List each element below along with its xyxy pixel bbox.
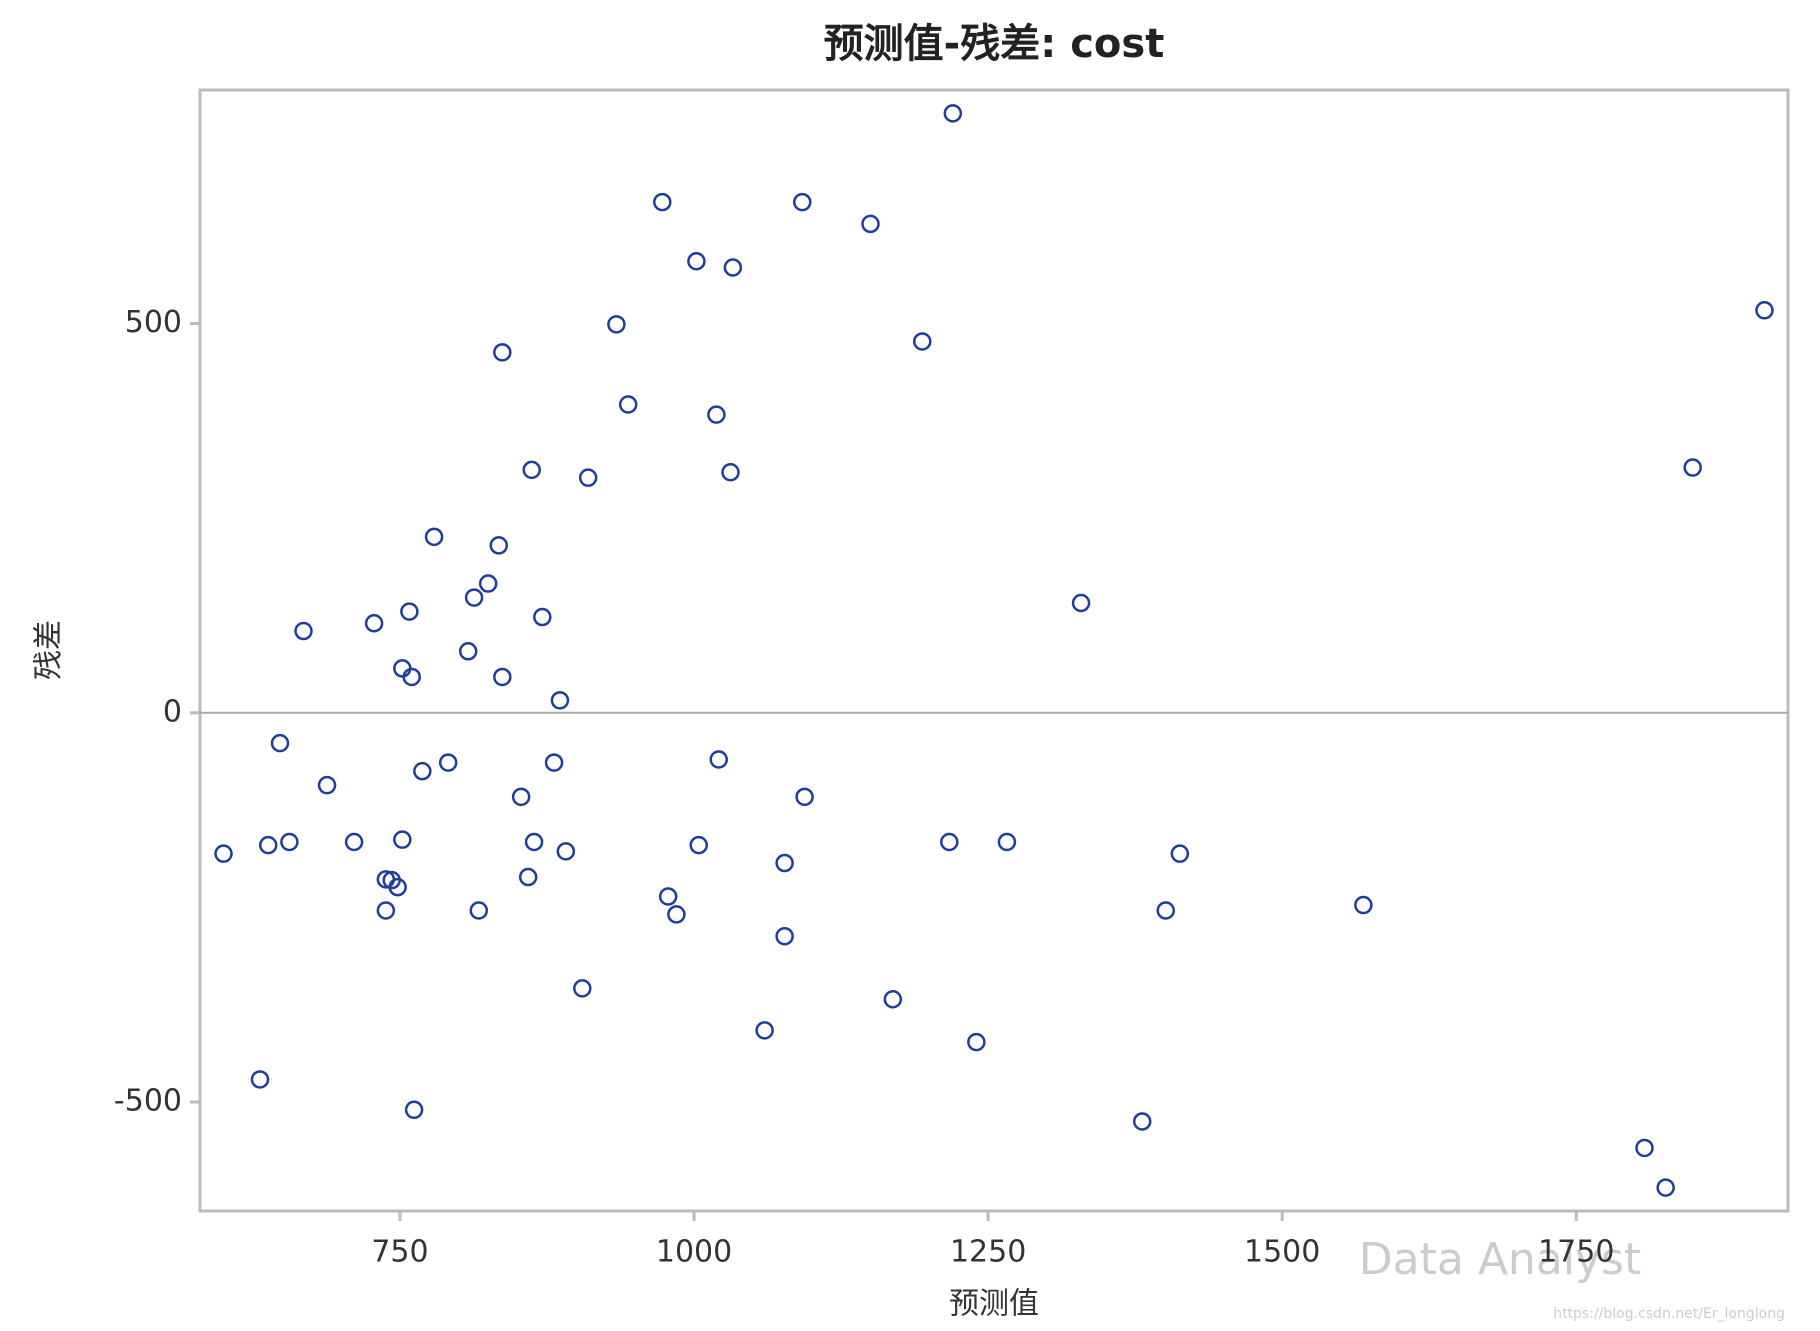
point: [344, 832, 364, 852]
point: [1683, 458, 1702, 477]
point: [1635, 1138, 1654, 1158]
point: [464, 588, 484, 607]
point: [967, 1032, 986, 1052]
point: [997, 832, 1017, 852]
point: [214, 844, 233, 863]
point: [533, 607, 552, 627]
point: [270, 733, 290, 753]
point: [280, 832, 299, 852]
point: [721, 462, 740, 482]
point: [775, 853, 794, 873]
point: [458, 642, 478, 661]
point: [556, 842, 576, 861]
x-axis-label: 预测值: [949, 1287, 1039, 1322]
point: [1071, 593, 1091, 613]
point: [1156, 901, 1175, 920]
point: [1132, 1112, 1152, 1131]
point: [883, 990, 903, 1009]
point: [755, 1021, 774, 1040]
point: [438, 753, 458, 772]
point: [861, 214, 880, 234]
point: [573, 979, 592, 998]
point: [653, 192, 672, 212]
watermark: Data Analyst: [1359, 1234, 1641, 1285]
point: [1656, 1178, 1675, 1197]
point: [943, 104, 963, 123]
point: [1354, 895, 1373, 915]
point: [489, 536, 509, 555]
point: [1170, 844, 1190, 863]
point: [578, 468, 598, 487]
point: [393, 830, 412, 849]
y-axis-label: 残差: [32, 620, 67, 680]
point: [493, 343, 512, 362]
point: [795, 787, 814, 807]
point: [404, 1100, 424, 1120]
point: [413, 761, 432, 781]
y-tick-label: -500: [114, 1084, 182, 1119]
point: [400, 602, 419, 621]
point: [317, 775, 337, 795]
point: [518, 867, 538, 887]
point: [294, 621, 313, 641]
x-tick-label: 1000: [656, 1235, 732, 1270]
point: [707, 405, 726, 424]
point: [1755, 301, 1774, 320]
plot-area: [198, 88, 1790, 1213]
point: [689, 835, 708, 855]
point: [658, 887, 678, 906]
point: [424, 527, 444, 547]
point: [258, 835, 278, 855]
source: https://blog.csdn.net/Er_longlong: [1553, 1306, 1785, 1322]
point: [723, 258, 743, 277]
point: [667, 905, 686, 924]
point: [607, 315, 626, 334]
point: [775, 926, 794, 946]
point: [478, 574, 498, 593]
x-tick-label: 1500: [1244, 1235, 1320, 1270]
point: [912, 332, 932, 351]
point: [376, 901, 396, 920]
point: [511, 787, 531, 807]
point: [940, 832, 959, 852]
point: [364, 614, 384, 633]
chart-title: 预测值-残差: cost: [824, 21, 1165, 67]
point: [388, 877, 407, 897]
point: [250, 1070, 270, 1089]
y-tick-label: 0: [163, 694, 182, 729]
point: [687, 252, 706, 271]
point: [402, 667, 421, 687]
y-tick-label: 500: [125, 305, 182, 340]
x-tick-label: 1250: [950, 1235, 1026, 1270]
point: [550, 691, 570, 710]
point: [469, 901, 489, 920]
point: [618, 395, 638, 414]
point: [493, 667, 512, 687]
x-tick-label: 750: [371, 1235, 428, 1270]
point: [524, 832, 544, 852]
point: [522, 460, 541, 480]
point: [544, 753, 564, 772]
x-tick-label: 1750: [1538, 1235, 1614, 1270]
point: [709, 750, 728, 769]
point: [793, 192, 812, 212]
